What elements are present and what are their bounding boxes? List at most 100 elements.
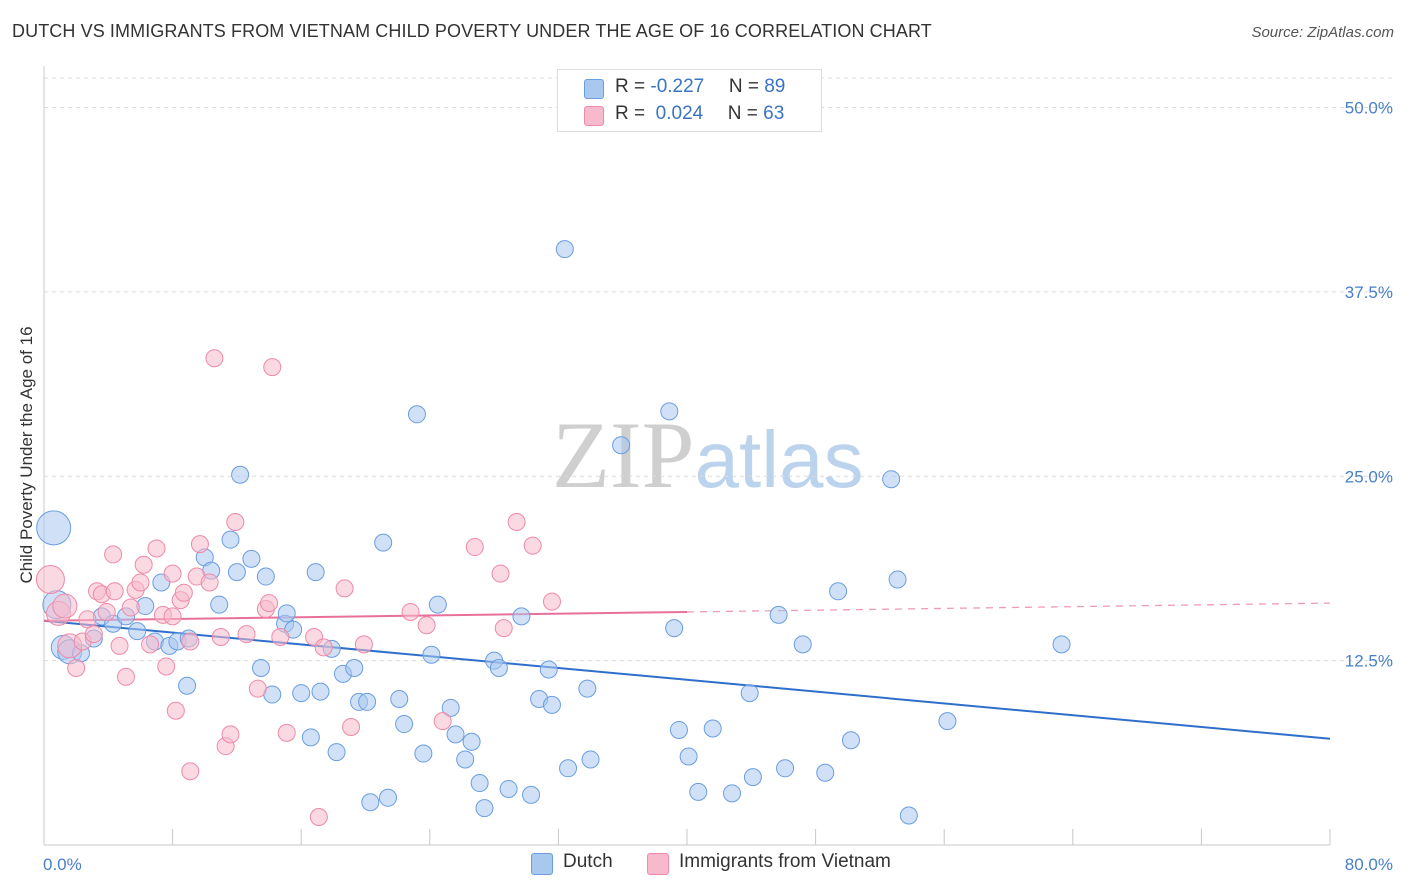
correlation-legend: R = -0.227 N = 89 R = 0.024 N = 63	[557, 69, 822, 132]
legend-n-value: 63	[763, 103, 785, 124]
data-point	[84, 625, 103, 644]
x-tick-label: 80.0%	[1345, 855, 1393, 874]
data-point	[327, 743, 346, 762]
data-point	[277, 723, 296, 742]
data-point	[422, 645, 441, 664]
data-point	[174, 583, 193, 602]
data-point	[128, 622, 147, 641]
series-dutch	[36, 240, 1071, 825]
data-point	[260, 594, 279, 613]
data-point	[441, 698, 460, 717]
data-point	[116, 667, 135, 686]
data-point	[309, 807, 328, 826]
data-point	[882, 470, 901, 489]
data-point	[226, 512, 245, 531]
data-point	[335, 579, 354, 598]
data-point	[141, 635, 160, 654]
data-point	[314, 638, 333, 657]
data-point	[134, 555, 153, 574]
data-point	[395, 715, 414, 734]
data-point	[306, 563, 325, 582]
legend-n-value: 89	[764, 76, 786, 97]
y-tick-label: 12.5%	[1345, 652, 1393, 671]
data-point	[938, 712, 957, 731]
data-point	[522, 785, 541, 804]
data-point	[743, 768, 762, 787]
data-point	[221, 725, 240, 744]
y-tick-label: 25.0%	[1345, 467, 1393, 486]
legend-n-label: N =	[728, 76, 765, 97]
tick-labels: 12.5% 25.0% 37.5% 50.0% 0.0% 80.0%	[43, 99, 1393, 875]
data-point	[578, 679, 597, 698]
data-point	[374, 533, 393, 552]
data-point	[211, 628, 230, 647]
legend-swatch-dutch	[584, 79, 604, 99]
data-point	[157, 657, 176, 676]
data-point	[221, 530, 240, 549]
data-point	[67, 659, 86, 677]
data-point	[301, 728, 320, 747]
data-point	[105, 582, 124, 601]
legend-swatch-dutch	[531, 853, 553, 875]
data-point	[470, 774, 489, 793]
data-point	[489, 659, 508, 677]
data-point	[52, 593, 78, 619]
data-point	[354, 635, 373, 654]
data-point	[181, 762, 200, 781]
data-point	[703, 719, 722, 738]
data-point	[242, 549, 261, 568]
data-point	[559, 759, 578, 778]
data-point	[446, 725, 465, 744]
data-point	[256, 567, 275, 586]
data-point	[163, 607, 182, 626]
data-point	[361, 793, 380, 812]
data-point	[166, 701, 185, 720]
chart-title: DUTCH VS IMMIGRANTS FROM VIETNAM CHILD P…	[12, 21, 932, 41]
data-point	[816, 763, 835, 782]
data-point	[542, 695, 561, 714]
data-point	[499, 779, 518, 798]
data-point	[311, 682, 330, 701]
data-point	[669, 720, 688, 739]
data-point	[723, 784, 742, 803]
data-point	[227, 563, 246, 582]
trend-line	[43, 610, 688, 622]
source-credit: Source: ZipAtlas.com	[1251, 24, 1394, 41]
data-point	[210, 595, 229, 614]
data-point	[277, 604, 296, 623]
data-point	[776, 759, 795, 778]
legend-r-value: -0.227	[650, 76, 705, 97]
data-point	[793, 635, 812, 654]
data-point	[465, 538, 484, 557]
series-vietnam	[35, 349, 561, 826]
data-point	[888, 570, 907, 589]
data-point	[379, 788, 398, 807]
data-point	[612, 436, 631, 455]
data-point	[342, 718, 361, 736]
data-point	[456, 750, 475, 769]
data-point	[358, 692, 377, 711]
data-point	[523, 536, 542, 555]
legend-r-label: R =	[615, 76, 651, 97]
data-point	[689, 782, 708, 801]
data-point	[35, 565, 65, 594]
data-point	[121, 598, 140, 617]
data-point	[390, 689, 409, 708]
data-point	[769, 605, 788, 624]
data-point	[407, 405, 426, 424]
data-point	[494, 619, 513, 638]
data-point	[200, 573, 219, 592]
data-point	[462, 732, 481, 751]
data-point	[1052, 635, 1071, 654]
data-point	[178, 676, 197, 695]
legend-swatch-vietnam	[584, 106, 604, 126]
data-point	[829, 582, 848, 601]
trend-lines	[43, 602, 1331, 740]
data-point	[252, 659, 271, 677]
legend-n-label: N =	[727, 103, 764, 124]
watermark-atlas: atlas	[694, 415, 864, 504]
data-point	[417, 616, 436, 635]
data-point	[104, 545, 123, 564]
data-point	[542, 592, 561, 611]
data-point	[679, 747, 698, 766]
